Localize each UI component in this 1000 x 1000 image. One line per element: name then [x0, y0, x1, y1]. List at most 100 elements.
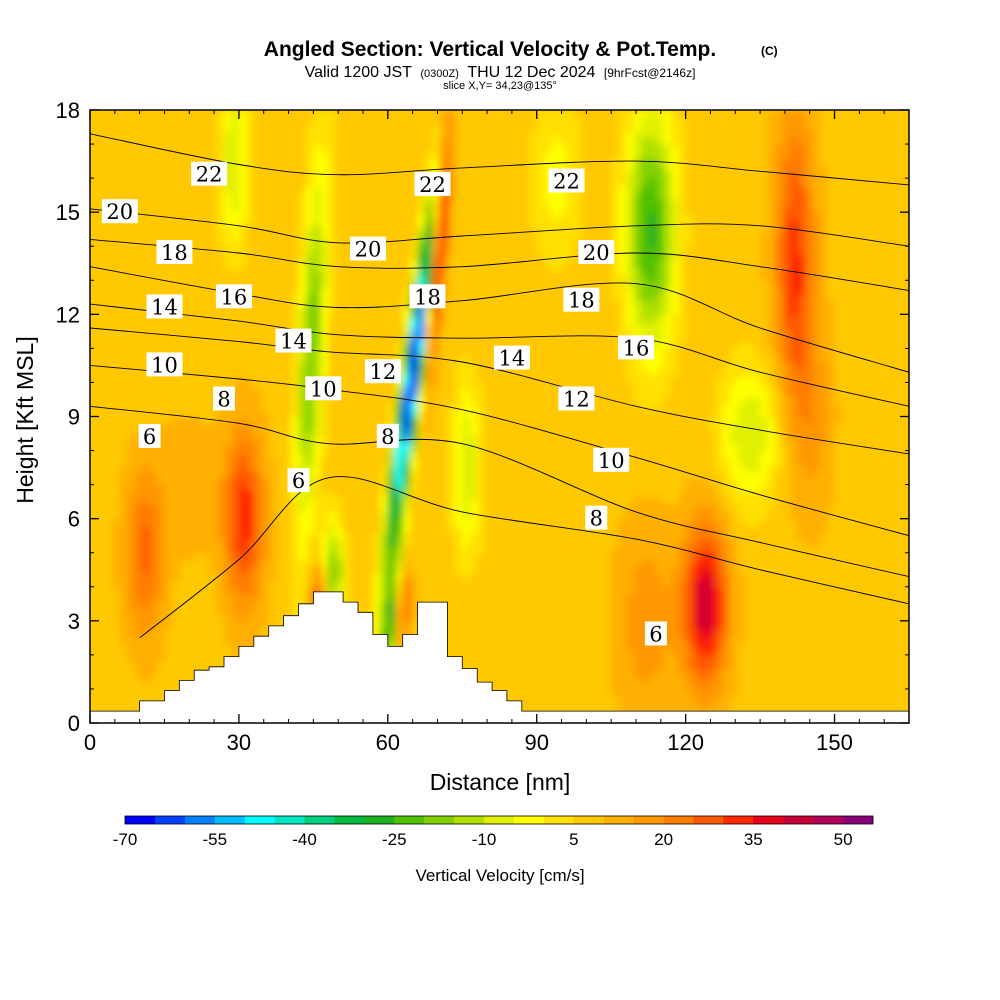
vv-cell [179, 498, 188, 506]
vv-cell [291, 293, 300, 302]
vv-cell [335, 232, 344, 241]
vv-cell [134, 586, 143, 595]
vv-cell [134, 491, 143, 499]
vv-cell [134, 580, 143, 588]
vv-cell [238, 409, 248, 418]
vv-cell [447, 171, 456, 179]
vv-cell [492, 321, 501, 329]
vv-cell [439, 314, 449, 322]
vv-cell [209, 586, 218, 595]
vv-cell [127, 307, 136, 316]
vv-cell [97, 688, 106, 697]
vv-cell [209, 307, 218, 316]
vv-cell [283, 205, 292, 213]
vv-cell [447, 477, 456, 486]
vv-cell [454, 219, 463, 227]
vv-cell [484, 484, 493, 493]
vv-cell [186, 511, 195, 520]
vv-cell [439, 137, 449, 145]
vv-cell [276, 144, 285, 152]
vv-cell [97, 375, 106, 384]
vv-cell [179, 402, 188, 411]
vv-cell [477, 137, 486, 145]
vv-cell [402, 491, 411, 499]
vv-cell [186, 586, 195, 595]
vv-cell [372, 389, 382, 397]
vv-cell [112, 287, 121, 295]
vv-cell [97, 355, 106, 363]
vv-cell [432, 307, 441, 316]
vv-cell [104, 614, 114, 622]
vv-cell [313, 580, 322, 588]
vv-cell [194, 648, 203, 656]
vv-cell [328, 436, 337, 445]
vv-cell [216, 661, 225, 670]
vv-cell [90, 314, 99, 322]
vv-cell [194, 600, 203, 608]
vv-cell [462, 382, 471, 390]
vv-cell [179, 464, 188, 472]
vv-cell [469, 477, 478, 486]
vv-cell [201, 573, 210, 581]
vv-cell [305, 178, 315, 186]
vv-cell [320, 314, 329, 322]
vv-cell [305, 539, 315, 547]
vv-cell [268, 593, 277, 602]
vv-cell [104, 191, 114, 200]
vv-cell [224, 614, 233, 622]
vv-cell [231, 259, 240, 268]
vv-cell [372, 300, 382, 309]
vv-cell [119, 280, 128, 288]
vv-cell [179, 661, 188, 670]
vv-cell [291, 409, 300, 418]
vv-cell [380, 402, 389, 411]
vv-cell [179, 430, 188, 438]
vv-cell [365, 157, 374, 166]
vv-cell [313, 532, 322, 540]
vv-cell [477, 586, 486, 595]
vv-cell [439, 484, 449, 493]
vv-cell [149, 341, 158, 350]
vv-cell [462, 171, 471, 179]
vv-cell [253, 614, 262, 622]
vv-cell [335, 505, 344, 513]
vv-cell [447, 634, 456, 643]
vv-cell [343, 477, 352, 486]
vv-cell [343, 212, 352, 220]
vv-cell [164, 430, 173, 438]
vv-cell [328, 307, 337, 316]
vv-cell [462, 137, 471, 145]
vv-cell [462, 402, 471, 411]
vv-cell [157, 150, 166, 159]
vv-cell [179, 219, 188, 227]
vv-cell [283, 355, 292, 363]
vv-cell [395, 300, 404, 309]
vv-cell [439, 423, 449, 431]
vv-cell [209, 464, 218, 472]
vv-cell [194, 273, 203, 282]
vv-cell [387, 539, 396, 547]
vv-cell [164, 389, 173, 397]
vv-cell [291, 525, 300, 534]
vv-cell [268, 246, 277, 254]
vv-cell [350, 396, 359, 404]
vv-cell [127, 436, 136, 445]
vv-cell [157, 396, 166, 404]
vv-cell [387, 600, 396, 608]
vv-cell [104, 300, 114, 309]
vv-cell [484, 246, 493, 254]
vv-cell [194, 198, 203, 207]
vv-cell [283, 321, 292, 329]
vv-cell [142, 191, 151, 200]
vv-cell [358, 498, 367, 506]
vv-cell [90, 341, 99, 350]
vv-cell [462, 253, 471, 261]
vv-cell [350, 430, 359, 438]
vv-cell [97, 484, 106, 493]
vv-cell [164, 416, 173, 425]
vv-cell [462, 300, 471, 309]
vv-cell [134, 178, 143, 186]
vv-cell [395, 430, 404, 438]
vv-cell [186, 648, 195, 656]
vv-cell [179, 525, 188, 534]
